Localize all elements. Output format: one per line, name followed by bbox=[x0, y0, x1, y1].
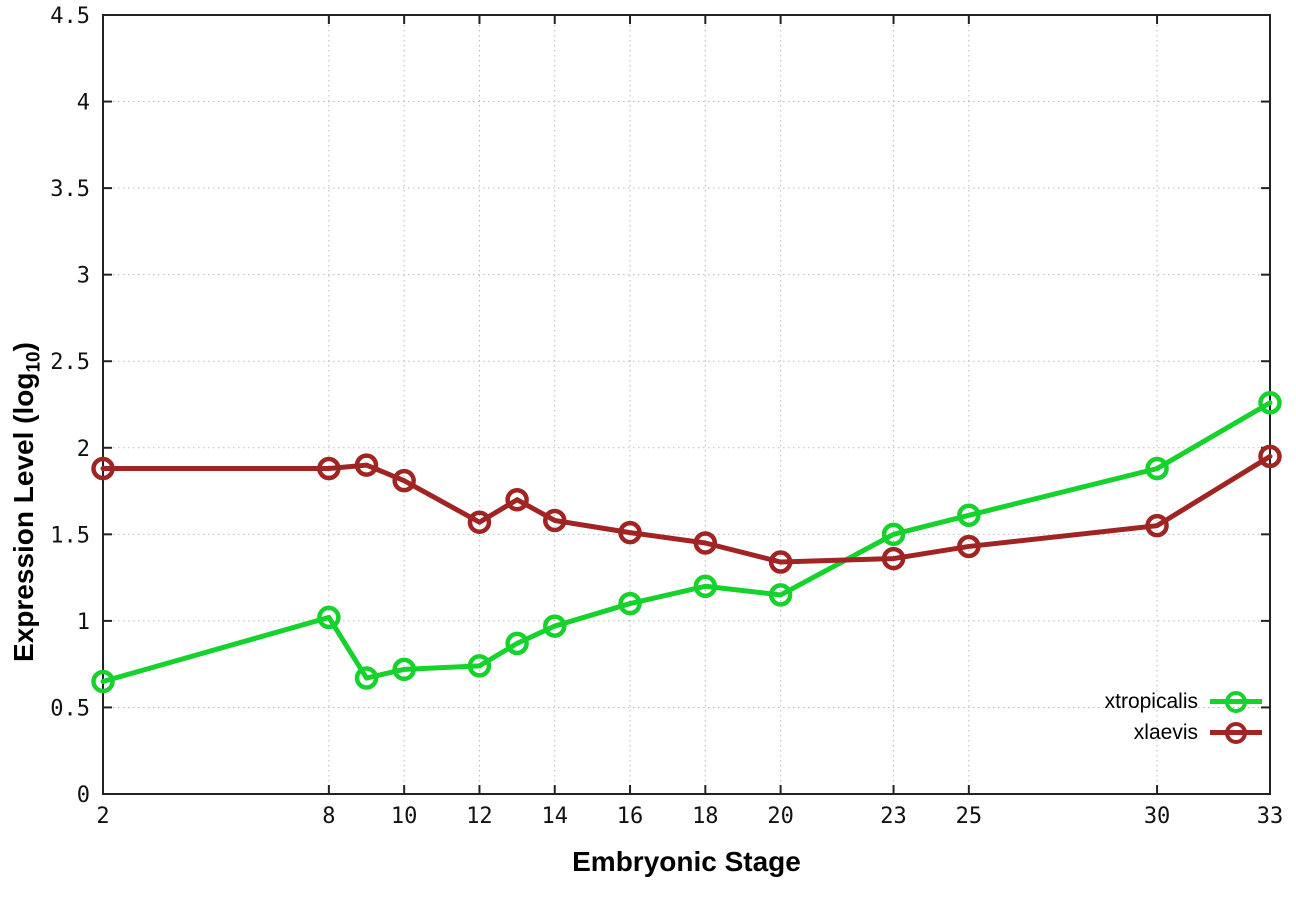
data-point-xtropicalis bbox=[618, 591, 642, 616]
data-point-xtropicalis bbox=[392, 657, 416, 682]
y-tick-label: 4 bbox=[77, 91, 90, 116]
x-tick-label: 16 bbox=[617, 804, 644, 829]
x-tick-label: 20 bbox=[767, 804, 794, 829]
data-point-xlaevis bbox=[392, 468, 416, 493]
data-point-xlaevis bbox=[1145, 513, 1169, 538]
data-point-xlaevis bbox=[467, 510, 492, 534]
data-point-xlaevis bbox=[542, 508, 567, 533]
y-tick-label: 3.5 bbox=[50, 177, 90, 202]
y-axis-title-subscript: 10 bbox=[23, 351, 45, 373]
y-tick-label: 1.5 bbox=[50, 523, 90, 548]
data-point-xlaevis bbox=[693, 531, 718, 555]
x-tick-label: 12 bbox=[466, 804, 493, 829]
x-tick-label: 18 bbox=[692, 804, 719, 829]
legend-item-xtropicalis: xtropicalis bbox=[1105, 686, 1262, 717]
data-point-xlaevis bbox=[618, 520, 642, 545]
y-axis-title-text: Expression Level (log bbox=[8, 372, 39, 662]
data-point-xlaevis bbox=[957, 534, 981, 559]
data-point-xtropicalis bbox=[1145, 456, 1169, 481]
y-tick-label: 2.5 bbox=[50, 350, 90, 375]
data-point-xlaevis bbox=[505, 487, 529, 512]
y-tick-label: 1 bbox=[77, 610, 90, 635]
y-tick-label: 3 bbox=[77, 264, 90, 289]
y-tick-label: 4.5 bbox=[50, 4, 90, 29]
data-point-xtropicalis bbox=[505, 631, 529, 656]
legend-label: xlaevis bbox=[1133, 720, 1198, 744]
y-tick-label: 2 bbox=[77, 437, 90, 462]
x-tick-label: 33 bbox=[1257, 804, 1284, 829]
data-point-xtropicalis bbox=[542, 614, 567, 638]
data-point-xtropicalis bbox=[768, 583, 793, 607]
data-point-xlaevis bbox=[354, 453, 379, 477]
x-tick-label: 25 bbox=[956, 804, 983, 829]
data-point-xtropicalis bbox=[91, 669, 115, 694]
y-tick-label: 0 bbox=[77, 783, 90, 808]
series-line-xtropicalis bbox=[100, 400, 1273, 684]
x-axis-title: Embryonic Stage bbox=[572, 846, 801, 877]
data-point-xlaevis bbox=[881, 546, 906, 571]
legend-circle-sample bbox=[1225, 721, 1247, 744]
legend-item-xlaevis: xlaevis bbox=[1105, 717, 1262, 748]
data-point-xtropicalis bbox=[1258, 391, 1282, 415]
x-tick-label: 23 bbox=[880, 804, 907, 829]
x-tick-label: 2 bbox=[96, 804, 109, 829]
data-point-xtropicalis bbox=[467, 654, 492, 678]
legend-circle-sample bbox=[1225, 690, 1247, 713]
data-point-xlaevis bbox=[317, 456, 341, 481]
y-axis-title-close: ) bbox=[8, 342, 39, 352]
data-point-xlaevis bbox=[768, 550, 793, 574]
x-tick-label: 14 bbox=[541, 804, 568, 829]
legend: xtropicalis xlaevis bbox=[1105, 686, 1262, 748]
data-point-xtropicalis bbox=[957, 503, 981, 528]
data-point-xlaevis bbox=[1258, 444, 1282, 469]
data-point-xtropicalis bbox=[881, 522, 906, 547]
data-point-xtropicalis bbox=[317, 605, 341, 630]
series-line-xlaevis bbox=[100, 453, 1273, 565]
data-point-xtropicalis bbox=[354, 666, 379, 690]
x-tick-label: 8 bbox=[322, 804, 335, 829]
line-circle-marker-icon bbox=[1210, 690, 1262, 714]
x-tick-label: 10 bbox=[391, 804, 418, 829]
legend-label: xtropicalis bbox=[1104, 689, 1198, 713]
y-tick-label: 0.5 bbox=[50, 696, 90, 721]
y-axis-title: Expression Level (log10) bbox=[4, 202, 45, 802]
x-tick-label: 30 bbox=[1144, 804, 1171, 829]
line-circle-marker-icon bbox=[1210, 721, 1262, 745]
data-point-xlaevis bbox=[91, 456, 115, 481]
data-point-xtropicalis bbox=[693, 574, 718, 599]
plot-border bbox=[102, 14, 1271, 795]
